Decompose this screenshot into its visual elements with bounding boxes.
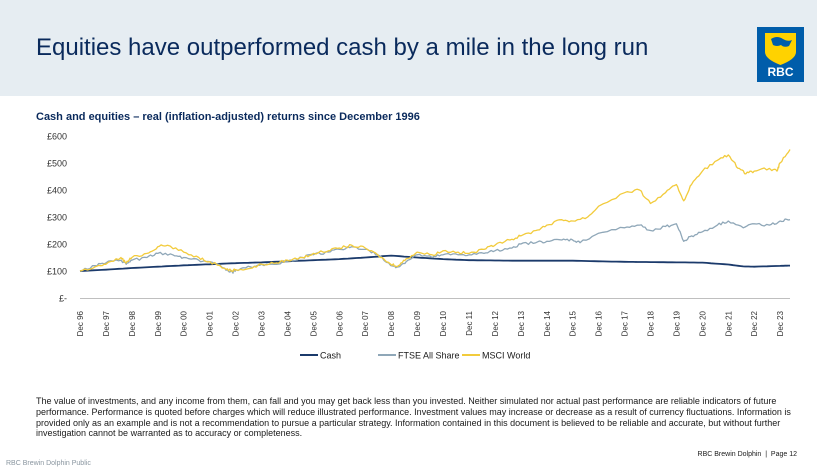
- x-tick-label: Dec 22: [750, 310, 759, 336]
- x-tick-label: Dec 21: [724, 310, 733, 336]
- y-tick-label: £400: [47, 186, 67, 196]
- series-line-msci-world: [79, 149, 791, 273]
- x-tick-label: Dec 17: [621, 310, 630, 336]
- x-tick-label: Dec 03: [258, 310, 267, 336]
- x-tick-label: Dec 09: [413, 310, 422, 336]
- x-tick-label: Dec 16: [595, 310, 604, 336]
- x-tick-label: Dec 96: [76, 310, 85, 336]
- x-tick-label: Dec 10: [439, 310, 448, 336]
- y-tick-label: £600: [47, 132, 67, 142]
- y-tick-label: £200: [47, 240, 67, 250]
- x-tick-label: Dec 05: [309, 310, 318, 336]
- x-tick-label: Dec 14: [543, 310, 552, 336]
- x-tick-label: Dec 15: [569, 310, 578, 336]
- x-tick-label: Dec 23: [776, 310, 785, 336]
- x-tick-label: Dec 97: [102, 310, 111, 336]
- footer-page-info: RBC Brewin Dolphin | Page 12: [697, 451, 797, 458]
- x-tick-label: Dec 12: [491, 310, 500, 336]
- series-line-ftse-all-share: [79, 218, 791, 274]
- y-tick-label: £500: [47, 159, 67, 169]
- x-tick-label: Dec 01: [206, 310, 215, 336]
- chart: £- £100 £200 £300 £400 £500 £600 Dec 96 Dec 97 De…: [47, 132, 791, 361]
- chart-title: Cash and equities – real (inflation-adju…: [36, 111, 420, 123]
- x-tick-label: Dec 02: [232, 310, 241, 336]
- x-tick-label: Dec 98: [128, 310, 137, 336]
- x-tick-label: Dec 07: [361, 310, 370, 336]
- y-tick-label: £100: [47, 267, 67, 277]
- legend-label: FTSE All Share: [398, 351, 460, 361]
- legend-label: MSCI World: [482, 351, 530, 361]
- y-tick-label: £300: [47, 213, 67, 223]
- series-line-cash: [79, 254, 790, 272]
- x-tick-label: Dec 99: [154, 310, 163, 336]
- x-tick-label: Dec 13: [517, 310, 526, 336]
- header-band: Equities have outperformed cash by a mil…: [0, 0, 817, 96]
- legend-label: Cash: [320, 351, 341, 361]
- x-tick-label: Dec 11: [465, 310, 474, 335]
- rbc-logo: RBC: [757, 27, 804, 82]
- x-tick-label: Dec 06: [335, 310, 344, 336]
- footer-classification: RBC Brewin Dolphin Public: [6, 460, 91, 467]
- x-tick-label: Dec 18: [646, 310, 655, 336]
- logo-text: RBC: [768, 65, 794, 79]
- disclaimer-text: The value of investments, and any income…: [36, 396, 791, 439]
- y-tick-label: £-: [59, 294, 67, 304]
- x-tick-label: Dec 08: [387, 310, 396, 336]
- lion-icon: [771, 37, 792, 47]
- x-tick-label: Dec 04: [283, 310, 292, 336]
- x-tick-label: Dec 19: [672, 310, 681, 336]
- x-tick-label: Dec 00: [180, 310, 189, 336]
- x-tick-label: Dec 20: [698, 310, 707, 336]
- page-title: Equities have outperformed cash by a mil…: [36, 34, 649, 61]
